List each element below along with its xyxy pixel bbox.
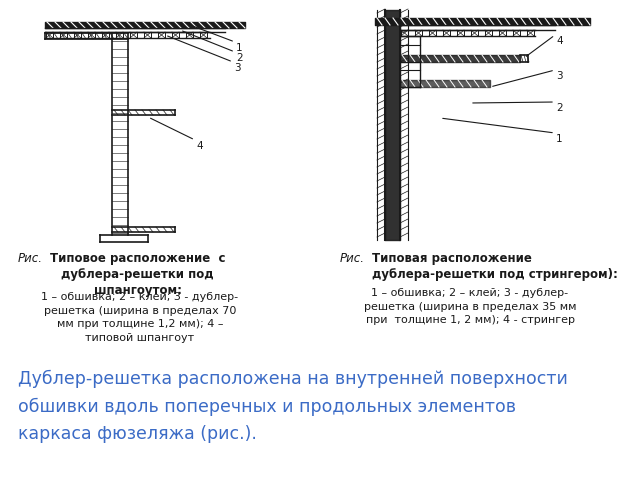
Text: 1: 1: [236, 43, 243, 53]
Text: 4: 4: [196, 141, 203, 151]
Text: Типовое расположение  с
дублера-решетки под
шпангоутом:: Типовое расположение с дублера-решетки п…: [50, 252, 225, 297]
Text: 4: 4: [556, 36, 563, 46]
Text: 1 – обшивка; 2 – клей; 3 - дублер-
решетка (ширина в пределах 70
мм при толщине : 1 – обшивка; 2 – клей; 3 - дублер- решет…: [42, 292, 239, 343]
Text: Дублер-решетка расположена на внутренней поверхности
обшивки вдоль поперечных и : Дублер-решетка расположена на внутренней…: [18, 370, 568, 443]
Text: 2: 2: [236, 53, 243, 63]
Text: 3: 3: [556, 71, 563, 81]
Text: 1 – обшивка; 2 – клей; 3 - дублер-
решетка (ширина в пределах 35 мм
при  толщине: 1 – обшивка; 2 – клей; 3 - дублер- решет…: [364, 288, 576, 325]
Text: 1: 1: [556, 134, 563, 144]
Text: Рис.: Рис.: [18, 252, 43, 265]
Text: 2: 2: [556, 103, 563, 113]
Text: Рис.: Рис.: [340, 252, 365, 265]
Text: Типовая расположение
дублера-решетки под стрингером):: Типовая расположение дублера-решетки под…: [372, 252, 618, 281]
Text: 3: 3: [234, 63, 241, 73]
